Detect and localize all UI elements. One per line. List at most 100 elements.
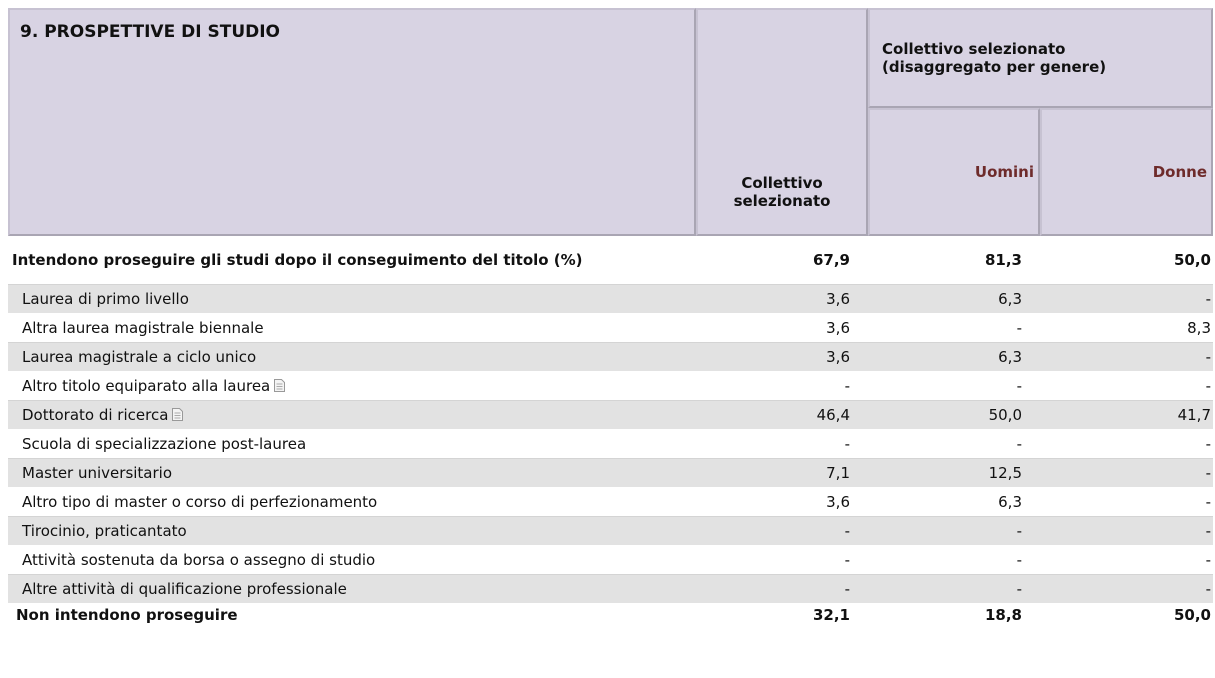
cell-value: -	[1040, 372, 1213, 401]
table-row: Altro tipo di master o corso di perfezio…	[8, 488, 1213, 517]
note-icon-graphic	[274, 378, 286, 392]
cell-value: -	[696, 517, 868, 546]
cell-text: 6,3	[998, 290, 1022, 308]
note-icon[interactable]	[274, 378, 286, 396]
cell-text: 41,7	[1177, 406, 1211, 424]
cell-text: 50,0	[1173, 251, 1211, 269]
row-label: Master universitario	[8, 459, 696, 488]
cell-text: Tirocinio, praticantato	[22, 522, 187, 540]
cell-value: 50,0	[1040, 604, 1213, 626]
column-header: Donne	[1040, 108, 1213, 236]
data-table: 9. PROSPETTIVE DI STUDIO Collettivo sele…	[8, 8, 1213, 626]
cell-value: 12,5	[868, 459, 1040, 488]
cell-text: -	[844, 435, 850, 453]
cell-value: 41,7	[1040, 401, 1213, 430]
table-row: Laurea magistrale a ciclo unico 3,6 6,3 -	[8, 343, 1213, 372]
table-row: Altra laurea magistrale biennale 3,6 - 8,3	[8, 314, 1213, 343]
note-icon-graphic	[172, 407, 184, 421]
column-header: Collettivo selezionato	[696, 8, 868, 236]
row-label: Tirocinio, praticantato	[8, 517, 696, 546]
table-row: Altro titolo equiparato alla laurea - - -	[8, 372, 1213, 401]
cell-text: -	[844, 580, 850, 598]
cell-value: -	[1040, 343, 1213, 372]
cell-value: 50,0	[868, 401, 1040, 430]
column-header: Uomini	[868, 108, 1040, 236]
cell-text: 18,8	[984, 606, 1022, 624]
cell-text: 3,6	[826, 493, 850, 511]
cell-text: -	[1016, 319, 1022, 337]
cell-value: -	[696, 430, 868, 459]
cell-text: 3,6	[826, 290, 850, 308]
row-label: Altre attività di qualificazione profess…	[8, 575, 696, 604]
cell-value: 3,6	[696, 285, 868, 314]
cell-text: 67,9	[812, 251, 850, 269]
table-row: Laurea di primo livello 3,6 6,3 -	[8, 285, 1213, 314]
row-label: Attività sostenuta da borsa o assegno di…	[8, 546, 696, 575]
column-group-header: Collettivo selezionato (disaggregato per…	[868, 8, 1213, 108]
cell-text: Laurea di primo livello	[22, 290, 189, 308]
cell-text: -	[1205, 464, 1211, 482]
cell-text: -	[1205, 435, 1211, 453]
cell-value: -	[868, 430, 1040, 459]
cell-text: -	[1205, 551, 1211, 569]
cell-value: 7,1	[696, 459, 868, 488]
cell-value: 3,6	[696, 314, 868, 343]
cell-value: 8,3	[1040, 314, 1213, 343]
cell-text: Altre attività di qualificazione profess…	[22, 580, 347, 598]
cell-text: Altra laurea magistrale biennale	[22, 319, 264, 337]
cell-text: 81,3	[984, 251, 1022, 269]
cell-value: 67,9	[696, 236, 868, 285]
cell-text: Altro titolo equiparato alla laurea	[22, 376, 271, 395]
cell-text: -	[844, 551, 850, 569]
cell-text: -	[1205, 290, 1211, 308]
row-label: Scuola di specializzazione post-laurea	[8, 430, 696, 459]
table-row: Master universitario 7,1 12,5 -	[8, 459, 1213, 488]
cell-text: 46,4	[816, 406, 850, 424]
cell-text: 6,3	[998, 348, 1022, 366]
note-icon[interactable]	[172, 407, 184, 425]
cell-text: -	[844, 522, 850, 540]
table-row: Scuola di specializzazione post-laurea - -…	[8, 430, 1213, 459]
cell-text: Non intendono proseguire	[16, 606, 238, 624]
cell-text: 8,3	[1187, 319, 1211, 337]
cell-value: 3,6	[696, 488, 868, 517]
row-label: Altra laurea magistrale biennale	[8, 314, 696, 343]
cell-text: -	[1205, 377, 1211, 395]
cell-value: -	[1040, 430, 1213, 459]
column-group-label: Collettivo selezionato (disaggregato per…	[882, 40, 1107, 76]
cell-value: 46,4	[696, 401, 868, 430]
cell-value: -	[1040, 459, 1213, 488]
cell-value: -	[696, 546, 868, 575]
cell-value: -	[1040, 517, 1213, 546]
cell-text: -	[1016, 551, 1022, 569]
cell-value: 50,0	[1040, 236, 1213, 285]
table-row: Attività sostenuta da borsa o assegno di…	[8, 546, 1213, 575]
cell-text: -	[1016, 377, 1022, 395]
cell-text: 50,0	[1173, 606, 1211, 624]
cell-value: 6,3	[868, 488, 1040, 517]
cell-text: Scuola di specializzazione post-laurea	[22, 435, 307, 453]
cell-value: -	[1040, 575, 1213, 604]
cell-value: 32,1	[696, 604, 868, 626]
cell-value: -	[868, 314, 1040, 343]
cell-value: -	[868, 575, 1040, 604]
table-row: Intendono proseguire gli studi dopo il c…	[8, 236, 1213, 285]
cell-value: -	[868, 517, 1040, 546]
table-title: 9. PROSPETTIVE DI STUDIO	[8, 8, 696, 236]
cell-value: 6,3	[868, 285, 1040, 314]
cell-text: 3,6	[826, 348, 850, 366]
cell-value: -	[696, 372, 868, 401]
table-row: Dottorato di ricerca 46,4 50,0 41,7	[8, 401, 1213, 430]
cell-text: -	[1205, 522, 1211, 540]
row-label: Altro tipo di master o corso di perfezio…	[8, 488, 696, 517]
row-label: Intendono proseguire gli studi dopo il c…	[8, 236, 696, 285]
cell-text: 6,3	[998, 493, 1022, 511]
row-label: Altro titolo equiparato alla laurea	[8, 372, 696, 401]
cell-text: -	[1205, 348, 1211, 366]
cell-text: Laurea magistrale a ciclo unico	[22, 348, 257, 366]
cell-text: Master universitario	[22, 464, 173, 482]
row-label: Dottorato di ricerca	[8, 401, 696, 430]
row-label: Laurea magistrale a ciclo unico	[8, 343, 696, 372]
cell-text: 3,6	[826, 319, 850, 337]
cell-text: -	[1205, 493, 1211, 511]
